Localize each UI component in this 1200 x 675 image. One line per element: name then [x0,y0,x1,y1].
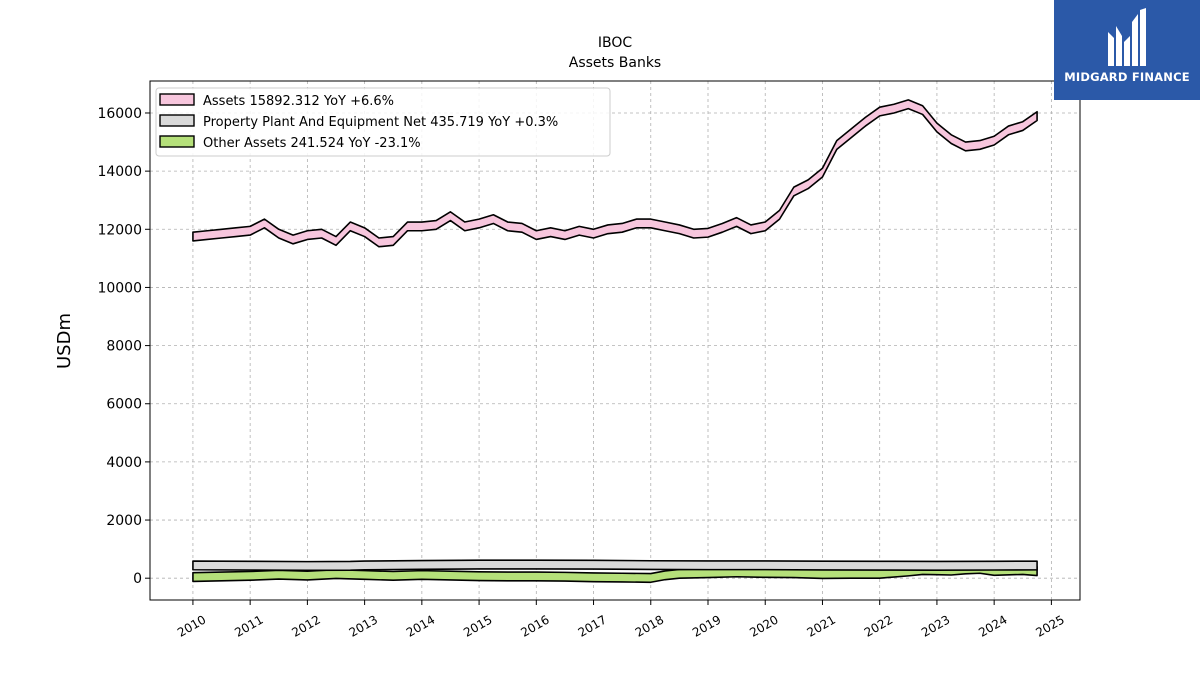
legend-label: Other Assets 241.524 YoY -23.1% [203,136,421,151]
brand-logo: MIDGARD FINANCE [1054,0,1200,100]
y-tick-label: 2000 [106,513,142,529]
x-tick-label: 2019 [690,612,723,639]
y-tick-label: 14000 [97,164,142,180]
x-tick-label: 2010 [175,612,208,639]
legend-label: Assets 15892.312 YoY +6.6% [203,94,394,109]
legend-swatch [159,114,195,127]
x-tick-label: 2014 [404,612,437,639]
x-tick-label: 2011 [232,612,265,639]
chart-subtitle: Assets Banks [569,55,661,71]
y-axis-label: USDm [54,313,75,369]
logo-mark-icon [1108,8,1146,66]
y-tick-label: 4000 [106,455,142,471]
series-band [192,563,1038,584]
y-tick-label: 0 [133,571,142,587]
chart-title: IBOC [598,35,633,51]
y-axis: 0 2000 4000 6000 8000 10000 12000 14000 16000 [97,106,150,587]
x-tick-label: 2013 [347,612,380,639]
y-tick-label: 8000 [106,339,142,355]
x-tick-label: 2012 [289,612,322,639]
legend-swatch [159,135,195,148]
plot-frame [149,80,1081,601]
x-tick-label: 2024 [976,612,1009,639]
series-band [192,559,1038,572]
series-band [192,99,1038,248]
legend-box [155,87,611,157]
x-tick-label: 2018 [633,612,666,639]
y-tick-label: 16000 [97,106,142,122]
grid [150,81,1080,600]
legend: Assets 15892.312 YoY +6.6% Property Plant… [155,87,611,157]
legend-swatch [159,93,195,106]
x-tick-label: 2020 [747,612,780,639]
x-tick-label: 2015 [461,612,494,639]
series-layer [192,99,1038,584]
y-tick-label: 6000 [106,397,142,413]
x-tick-label: 2022 [862,612,895,639]
y-tick-label: 10000 [97,280,142,296]
y-tick-label: 12000 [97,222,142,238]
x-tick-label: 2021 [805,612,838,639]
x-tick-label: 2017 [576,612,609,639]
x-axis: 2010 2011 2012 2013 2014 2015 2016 2017 2018 2019… [175,600,1067,640]
legend-label: Property Plant And Equipment Net 435.719… [203,115,558,130]
x-tick-label: 2016 [518,612,551,639]
x-tick-label: 2023 [919,612,952,639]
x-tick-label: 2025 [1033,612,1066,639]
